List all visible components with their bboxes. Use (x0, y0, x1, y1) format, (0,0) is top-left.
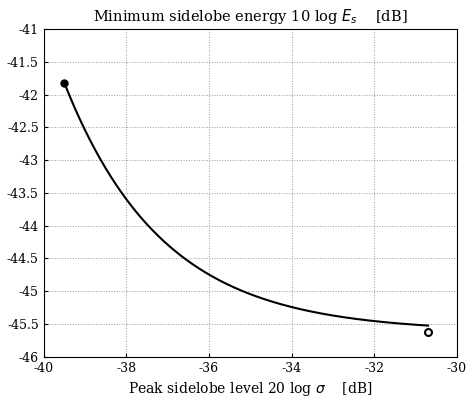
X-axis label: Peak sidelobe level 20 log $\sigma$    [dB]: Peak sidelobe level 20 log $\sigma$ [dB] (128, 380, 373, 398)
Title: Minimum sidelobe energy 10 log $E_s$    [dB]: Minimum sidelobe energy 10 log $E_s$ [dB… (93, 7, 408, 26)
